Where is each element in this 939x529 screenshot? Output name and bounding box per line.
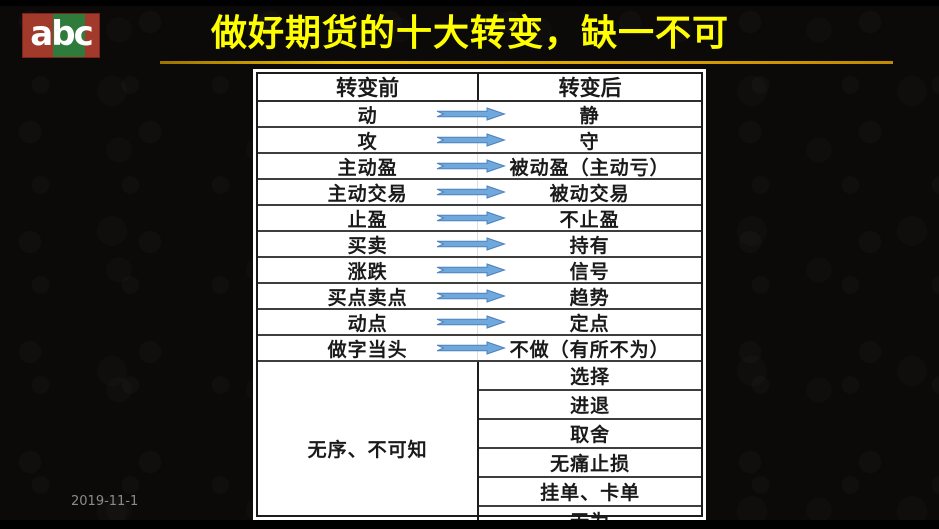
after-sub-cell: 取舍 [479, 420, 701, 449]
right-arrow-icon [436, 341, 506, 355]
table-row: 止盈 不止盈 [258, 206, 701, 232]
before-cell: 买点卖点 [327, 287, 408, 309]
right-arrow-icon [436, 237, 506, 251]
bottom-black-strip [0, 520, 939, 529]
slide-date: 2019-11-1 [71, 494, 139, 509]
after-cell: 信号 [477, 258, 701, 283]
table-row: 买卖 持有 [258, 232, 701, 258]
after-sub-cell: 无痛止损 [479, 449, 701, 478]
table-row: 做字当头 不做（有所不为） [258, 336, 701, 362]
company-logo: abc [22, 13, 100, 58]
table-row: 动点 定点 [258, 310, 701, 336]
before-cell: 主动交易 [327, 183, 408, 205]
table-row: 动 静 [258, 102, 701, 128]
before-cell: 攻 [357, 131, 378, 153]
table-row: 买点卖点 趋势 [258, 284, 701, 310]
before-cell: 主动盈 [337, 157, 398, 179]
before-cell: 涨跌 [347, 261, 388, 283]
header-before: 转变前 [336, 76, 400, 100]
after-cell: 持有 [477, 232, 701, 257]
right-arrow-icon [436, 263, 506, 277]
after-cell: 被动盈（主动亏） [477, 154, 701, 179]
after-cell: 趋势 [477, 284, 701, 309]
right-arrow-icon [436, 107, 506, 121]
header-after: 转变后 [477, 74, 701, 100]
table-row: 涨跌 信号 [258, 258, 701, 284]
after-cell: 定点 [477, 310, 701, 335]
right-arrow-icon [436, 315, 506, 329]
after-sub-cell: 选择 [479, 362, 701, 391]
before-cell: 买卖 [347, 235, 388, 257]
right-arrow-icon [436, 211, 506, 225]
after-sub-cell: 进退 [479, 391, 701, 420]
after-cell: 不止盈 [477, 206, 701, 231]
logo-green-band [53, 14, 85, 57]
before-cell: 做字当头 [327, 339, 408, 361]
right-arrow-icon [436, 159, 506, 173]
before-cell: 动点 [347, 313, 388, 335]
after-sub-cell: 挂单、卡单 [479, 478, 701, 507]
right-arrow-icon [436, 289, 506, 303]
slide-title: 做好期货的十大转变，缺一不可 [210, 13, 729, 53]
right-arrow-icon [436, 185, 506, 199]
title-underline [160, 61, 893, 64]
after-cell: 被动交易 [477, 180, 701, 205]
logo-text: abc [30, 14, 93, 54]
before-cell-merged: 无序、不可知 [307, 439, 428, 461]
right-arrow-icon [436, 133, 506, 147]
table-header-row: 转变前 转变后 [258, 74, 701, 102]
table-row: 主动盈 被动盈（主动亏） [258, 154, 701, 180]
before-cell: 止盈 [347, 209, 388, 231]
merged-row: 无序、不可知 选择 进退 取舍 无痛止损 挂单、卡单 无为 [258, 362, 701, 529]
after-cell-stack: 选择 进退 取舍 无痛止损 挂单、卡单 无为 [477, 362, 701, 529]
transformation-table: 转变前 转变后 动 静 攻 守 主动盈 被动盈（主动亏） 主动交易 被动交 [253, 69, 706, 529]
top-black-strip [0, 0, 939, 6]
after-cell: 静 [477, 102, 701, 127]
table-row: 攻 守 [258, 128, 701, 154]
after-cell: 守 [477, 128, 701, 153]
after-cell: 不做（有所不为） [477, 336, 701, 361]
table-row: 主动交易 被动交易 [258, 180, 701, 206]
before-cell: 动 [357, 105, 378, 127]
